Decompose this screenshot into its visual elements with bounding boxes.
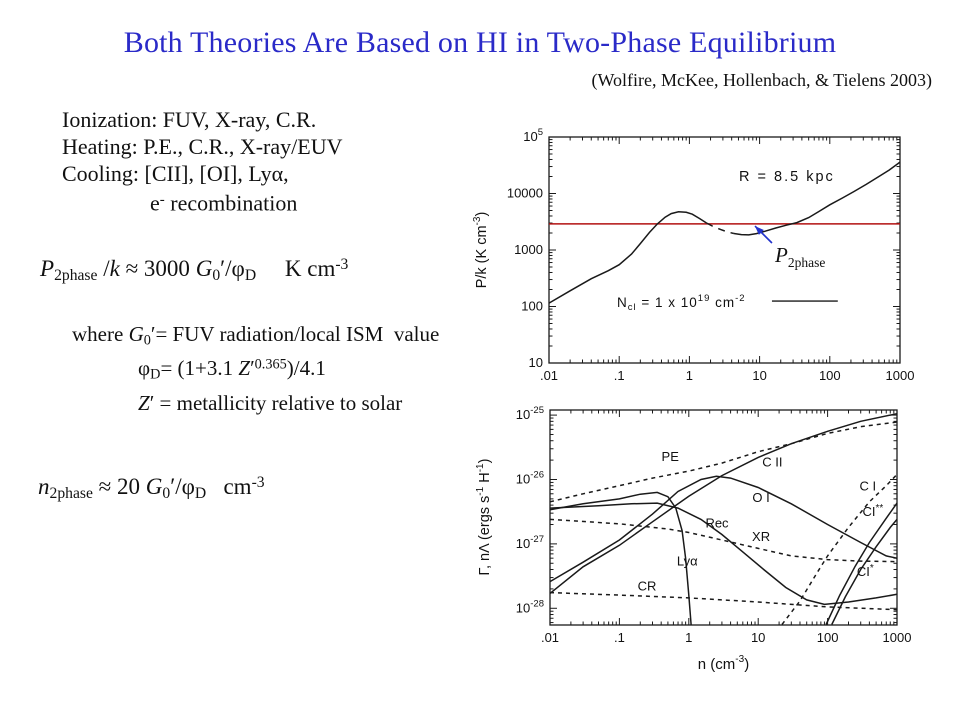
y-tick-label: 105 <box>523 127 543 144</box>
series-pk-unstable-branch <box>706 222 735 235</box>
ncl-label: Ncl = 1 x 1019 cm-2 <box>617 293 746 313</box>
x-tick-label: 10 <box>752 368 766 383</box>
label-CI: C I <box>860 478 877 493</box>
phi-definition: φD= (1+3.1 Z′0.365)/4.1 <box>138 356 326 383</box>
series-CII-cooling <box>549 412 898 594</box>
radius-label: R = 8.5 kpc <box>739 169 835 185</box>
citation: (Wolfire, McKee, Hollenbach, & Tielens 2… <box>591 70 932 90</box>
plot-frame <box>549 409 898 626</box>
y-tick-label: 10-27 <box>516 534 544 551</box>
y-axis-title: P/k (K cm-3) <box>472 212 490 289</box>
label-OI: O I <box>752 490 769 505</box>
label-Rec: Rec <box>705 515 729 530</box>
ticks <box>549 410 898 625</box>
plot-frame <box>548 136 901 364</box>
annotation-arrowhead <box>755 226 764 235</box>
series-CI-star-cooling <box>831 518 898 625</box>
density-equation: n2phase ≈ 20 G0′/φD cm-3 <box>38 474 265 502</box>
series-pk-cold-branch <box>733 161 901 236</box>
label-CII: C II <box>762 454 782 469</box>
y-tick-label: 10-28 <box>516 598 544 615</box>
y-tick-label: 1000 <box>514 242 543 257</box>
y-tick-label: 10-25 <box>516 405 544 422</box>
label-CI-starstar: CI** <box>863 503 884 519</box>
slide-title: Both Theories Are Based on HI in Two-Pha… <box>123 26 837 59</box>
x-tick-label: .01 <box>541 630 559 645</box>
label-PE: PE <box>662 449 680 464</box>
y-tick-label: 100 <box>521 299 543 314</box>
cooling-line-2: e- recombination <box>150 190 298 216</box>
y-axis-title: Γ, nΛ (ergs s-1 H-1) <box>475 459 493 576</box>
label-CI-star: CI* <box>857 563 874 579</box>
x-tick-label: 1 <box>685 630 692 645</box>
heating-line: Heating: P.E., C.R., X-ray/EUV <box>62 134 343 159</box>
ionization-line: Ionization: FUV, X-ray, C.R. <box>62 107 317 132</box>
cooling-line: Cooling: [CII], [OI], Lyα, <box>62 161 289 186</box>
z-definition: Z′ = metallicity relative to solar <box>138 391 403 415</box>
ticks <box>548 136 901 364</box>
x-tick-label: 10 <box>751 630 765 645</box>
x-tick-label: 1 <box>686 368 693 383</box>
series-OI-cooling <box>549 475 898 583</box>
pressure-equation: P2phase /k ≈ 3000 G0′/φD K cm-3 <box>40 256 349 284</box>
x-tick-label: 100 <box>819 368 841 383</box>
heating-cooling-chart: .01 .1 1 10 100 1000 10-25 10-26 10-27 10-28 PE C I… <box>475 405 912 673</box>
series-Lya-cooling <box>549 491 692 625</box>
x-tick-label: .1 <box>614 368 625 383</box>
x-tick-label: .01 <box>540 368 558 383</box>
x-tick-label: 100 <box>817 630 839 645</box>
x-tick-label: .1 <box>614 630 625 645</box>
g0-definition: where G0′= FUV radiation/local ISM value <box>72 322 440 349</box>
series-XR-heating <box>549 518 898 563</box>
series-PE-heating <box>549 421 898 503</box>
series-CI-heating <box>781 473 898 625</box>
label-CR: CR <box>638 578 657 593</box>
y-tick-label: 10 <box>529 355 543 370</box>
x-axis-title: n (cm-3) <box>698 654 749 673</box>
p2phase-label: P2phase <box>774 243 825 270</box>
label-XR: XR <box>752 529 770 544</box>
process-list: Ionization: FUV, X-ray, C.R. Heating: P.… <box>62 106 342 217</box>
series-pk-warm-branch <box>548 211 707 304</box>
series-CR-heating <box>549 591 898 611</box>
x-tick-label: 1000 <box>883 630 912 645</box>
y-tick-label: 10-26 <box>516 469 544 486</box>
x-tick-label: 1000 <box>886 368 915 383</box>
label-Lya: Lyα <box>677 554 698 569</box>
series-CI-starstar-cooling <box>825 502 898 625</box>
pk-vs-n-chart: .01 .1 1 10 100 1000 105 10000 1000 100 10 R = 8.5 … <box>472 127 915 383</box>
y-tick-label: 10000 <box>507 186 543 201</box>
series-Rec-cooling <box>549 502 898 606</box>
